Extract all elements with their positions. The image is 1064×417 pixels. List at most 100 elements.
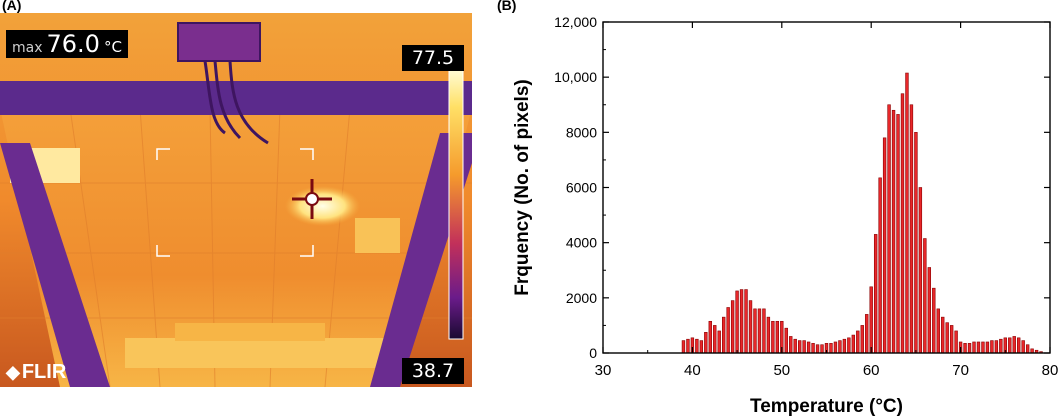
- bar: [918, 187, 923, 354]
- bar: [909, 104, 914, 354]
- bar: [865, 314, 869, 354]
- x-tick-label: 50: [773, 362, 790, 379]
- bar: [990, 340, 994, 354]
- bars-group: [681, 72, 1043, 354]
- bar: [708, 320, 712, 354]
- bar: [797, 340, 802, 354]
- bar: [748, 300, 753, 354]
- bar: [878, 177, 882, 354]
- bar: [923, 238, 927, 354]
- x-tick-label: 80: [1042, 362, 1059, 379]
- y-tick-label: 4000: [566, 235, 597, 251]
- bar: [704, 332, 708, 354]
- bar: [833, 341, 838, 354]
- bar: [815, 344, 820, 354]
- thermal-scene: [0, 13, 472, 387]
- bar: [762, 308, 766, 354]
- y-tick-label: 12,000: [554, 14, 597, 30]
- x-tick-label: 30: [595, 362, 612, 379]
- y-tick-label: 0: [589, 345, 597, 361]
- histogram-chart: 30 40 50 60 70 80 0 2000 4000 6000 8000 10,000 12,00…: [497, 0, 1064, 417]
- x-tick-label: 60: [863, 362, 880, 379]
- bar: [1008, 337, 1012, 354]
- frame-right: [370, 133, 472, 387]
- bar: [932, 287, 936, 354]
- flir-logo: ◆ FLIR: [6, 361, 66, 384]
- bar: [802, 340, 806, 354]
- bar: [735, 290, 739, 354]
- bar: [1021, 340, 1025, 354]
- bar: [914, 132, 918, 354]
- y-tick-label: 6000: [566, 180, 597, 196]
- bar: [891, 109, 896, 354]
- bar: [896, 114, 900, 354]
- bar: [838, 340, 842, 354]
- bar: [985, 341, 990, 354]
- max-readout: max 76.0 °C: [6, 30, 128, 58]
- bar: [1017, 337, 1021, 354]
- flir-logo-icon: ◆: [6, 362, 20, 382]
- scale-bottom-value: 38.7: [402, 358, 464, 384]
- bar: [757, 308, 762, 354]
- bar: [681, 340, 686, 354]
- bar: [905, 72, 909, 354]
- bar: [941, 316, 945, 354]
- bar: [847, 337, 851, 354]
- bar: [927, 267, 931, 354]
- bar: [967, 343, 972, 354]
- bar: [900, 93, 905, 354]
- junction-box: [177, 22, 261, 62]
- bar: [1012, 336, 1016, 354]
- bar: [806, 341, 811, 354]
- x-tick-label: 70: [952, 362, 969, 379]
- bar: [789, 336, 793, 354]
- color-scale-bar: [448, 65, 464, 340]
- bar: [717, 330, 721, 354]
- bar: [869, 286, 873, 354]
- frame-left: [0, 143, 110, 387]
- y-tick-label: 2000: [566, 290, 597, 306]
- bar: [976, 341, 981, 354]
- bar: [695, 338, 699, 354]
- bar: [842, 338, 847, 354]
- flir-logo-text: FLIR: [21, 361, 67, 383]
- histogram-svg: 30 40 50 60 70 80 0 2000 4000 6000 8000 10,000 12,00…: [512, 14, 1058, 417]
- y-axis-label: Frquency (No. of pixels): [512, 79, 533, 295]
- bar: [686, 338, 690, 354]
- bar: [744, 289, 748, 354]
- bar: [766, 316, 771, 354]
- bar: [936, 308, 940, 354]
- panel-b-label: (B): [497, 0, 517, 13]
- axes-group: 30 40 50 60 70 80 0 2000 4000 6000 8000 10,000 12,00…: [554, 14, 1058, 379]
- bar: [949, 325, 954, 354]
- y-tick-label: 8000: [566, 124, 597, 140]
- crosshair-icon: [292, 179, 332, 219]
- scale-top-value: 77.5: [402, 45, 464, 71]
- thermal-image: max 76.0 °C 77.5 38.7 ◆ FLIR: [0, 13, 472, 387]
- bar: [820, 344, 824, 354]
- plot-frame: [602, 21, 1051, 354]
- bar: [726, 307, 730, 354]
- bar: [994, 340, 999, 354]
- bar: [860, 325, 864, 354]
- bar: [730, 300, 735, 354]
- bar: [811, 343, 815, 354]
- x-axis-label: Temperature (°C): [750, 396, 903, 417]
- measurement-box: [156, 148, 314, 257]
- bar: [713, 325, 717, 354]
- bar: [954, 330, 958, 354]
- bar: [856, 330, 860, 354]
- bar: [753, 308, 757, 354]
- bar: [722, 316, 726, 354]
- panel-a-label: (A): [2, 0, 22, 13]
- bar: [963, 343, 967, 354]
- max-label: max: [12, 40, 43, 56]
- bar: [999, 338, 1003, 354]
- bar: [1025, 344, 1030, 354]
- solar-panel: [0, 108, 472, 387]
- bar: [699, 340, 704, 354]
- bar: [793, 338, 797, 354]
- y-tick-label: 10,000: [554, 69, 597, 85]
- bar: [972, 341, 976, 354]
- bar: [775, 320, 780, 354]
